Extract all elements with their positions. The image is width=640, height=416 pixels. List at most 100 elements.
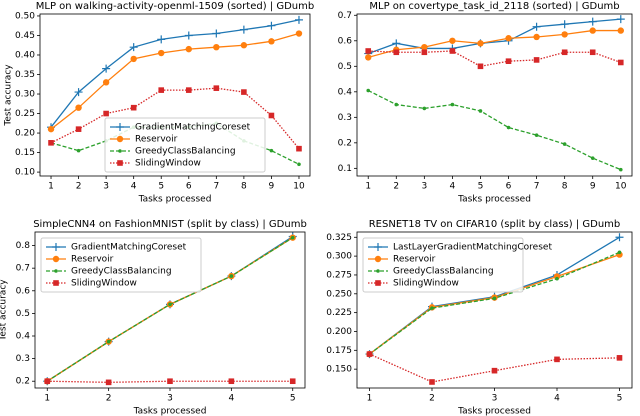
y-tick-label: 0.150 <box>326 365 352 375</box>
legend-marker <box>374 255 382 263</box>
legend-label: GreedyClassBalancing <box>71 267 172 277</box>
marker <box>294 15 303 24</box>
y-tick-label: 0.1 <box>338 164 352 174</box>
marker <box>228 378 235 385</box>
marker <box>589 49 596 56</box>
marker <box>365 48 372 54</box>
x-tick-label: 4 <box>450 182 456 192</box>
marker <box>212 29 221 38</box>
legend-marker <box>52 243 60 251</box>
y-tick-label: 0.30 <box>15 90 35 100</box>
marker <box>615 233 624 242</box>
legend-label: GreedyClassBalancing <box>393 267 494 277</box>
legend-marker <box>53 280 59 286</box>
legend-marker <box>118 149 122 153</box>
y-tick-label: 0.250 <box>326 289 352 299</box>
panel-title: RESNET18 TV on CIFAR10 (split by class) … <box>369 219 621 230</box>
marker <box>158 49 165 57</box>
x-tick-label: 4 <box>228 394 234 404</box>
marker <box>102 79 110 86</box>
x-tick-label: 10 <box>615 182 627 192</box>
x-axis-label: Tasks processed <box>457 407 531 416</box>
marker <box>560 20 569 29</box>
marker <box>588 17 597 26</box>
marker <box>534 133 539 137</box>
marker <box>562 142 567 146</box>
legend-label: Reservoir <box>71 255 114 265</box>
marker <box>478 109 483 113</box>
x-axis-label: Tasks processed <box>133 407 207 416</box>
legend-marker <box>376 269 380 273</box>
x-tick-label: 9 <box>590 182 596 192</box>
legend: LastLayerGradientMatchingCoreset Reservoi… <box>362 237 552 293</box>
marker <box>185 45 192 53</box>
y-tick-label: 0.2 <box>338 138 352 148</box>
y-tick-label: 0.325 <box>326 233 352 243</box>
legend: GradientMatchingCoreset Reservoir GreedyCl… <box>104 117 266 173</box>
series-line <box>50 32 300 130</box>
marker <box>129 43 138 52</box>
series-line <box>367 89 622 171</box>
plot-frame <box>39 13 311 177</box>
series-line <box>368 50 621 67</box>
x-tick-label: 9 <box>269 182 275 192</box>
x-tick-label: 5 <box>158 182 164 192</box>
y-tick-label: 0.50 <box>15 11 35 21</box>
marker <box>491 367 498 374</box>
y-axis-label: Test accuracy <box>0 279 9 342</box>
x-axis-label: Tasks processed <box>138 195 212 205</box>
legend-marker <box>375 280 381 286</box>
x-tick-label: 3 <box>103 182 109 192</box>
y-tick-label: 0.7 <box>16 264 30 274</box>
legend-frame <box>362 237 524 293</box>
marker <box>290 235 295 240</box>
legend-label: SlidingWindow <box>71 279 137 289</box>
y-tick-label: 0.4 <box>338 87 353 97</box>
panel: MLP on walking-activity-openml-1509 (sor… <box>4 1 315 205</box>
marker <box>590 156 595 160</box>
marker <box>105 379 112 386</box>
y-tick-label: 0.40 <box>15 50 35 60</box>
panel: RESNET18 TV on CIFAR10 (split by class) … <box>326 219 633 416</box>
legend-marker <box>116 135 124 143</box>
marker <box>295 30 303 37</box>
x-tick-label: 1 <box>367 394 373 404</box>
marker <box>213 85 220 91</box>
marker <box>102 64 111 73</box>
y-tick-label: 0.300 <box>326 252 352 262</box>
marker <box>184 31 193 40</box>
legend-label: GradientMatchingCoreset <box>135 123 251 133</box>
marker <box>554 356 560 363</box>
marker <box>477 40 484 47</box>
legend-marker <box>54 269 58 273</box>
series-line <box>368 29 621 58</box>
y-tick-label: 0.200 <box>326 327 352 337</box>
y-tick-label: 0.5 <box>338 62 352 72</box>
x-tick-label: 5 <box>617 394 623 404</box>
series-line <box>369 353 620 383</box>
marker <box>616 355 623 361</box>
marker <box>618 167 623 172</box>
legend-label: SlidingWindow <box>135 159 201 169</box>
marker <box>229 274 234 278</box>
marker <box>44 378 51 385</box>
x-tick-label: 2 <box>76 182 82 192</box>
legend-marker <box>117 160 123 166</box>
legend-label: LastLayerGradientMatchingCoreset <box>393 243 552 253</box>
x-tick-label: 5 <box>290 394 296 404</box>
marker <box>616 15 625 24</box>
marker <box>589 27 596 34</box>
marker <box>366 88 371 93</box>
marker <box>449 37 456 44</box>
marker <box>75 104 82 111</box>
y-tick-label: 0.175 <box>326 346 352 356</box>
y-tick-label: 0.2 <box>16 377 30 387</box>
x-tick-label: 2 <box>429 394 435 404</box>
legend-label: Reservoir <box>135 135 178 145</box>
marker <box>532 22 541 31</box>
y-tick-label: 0.3 <box>16 354 30 364</box>
x-tick-label: 3 <box>421 182 427 192</box>
x-tick-label: 7 <box>534 182 540 192</box>
x-tick-label: 3 <box>492 394 498 404</box>
legend-frame <box>40 237 202 293</box>
